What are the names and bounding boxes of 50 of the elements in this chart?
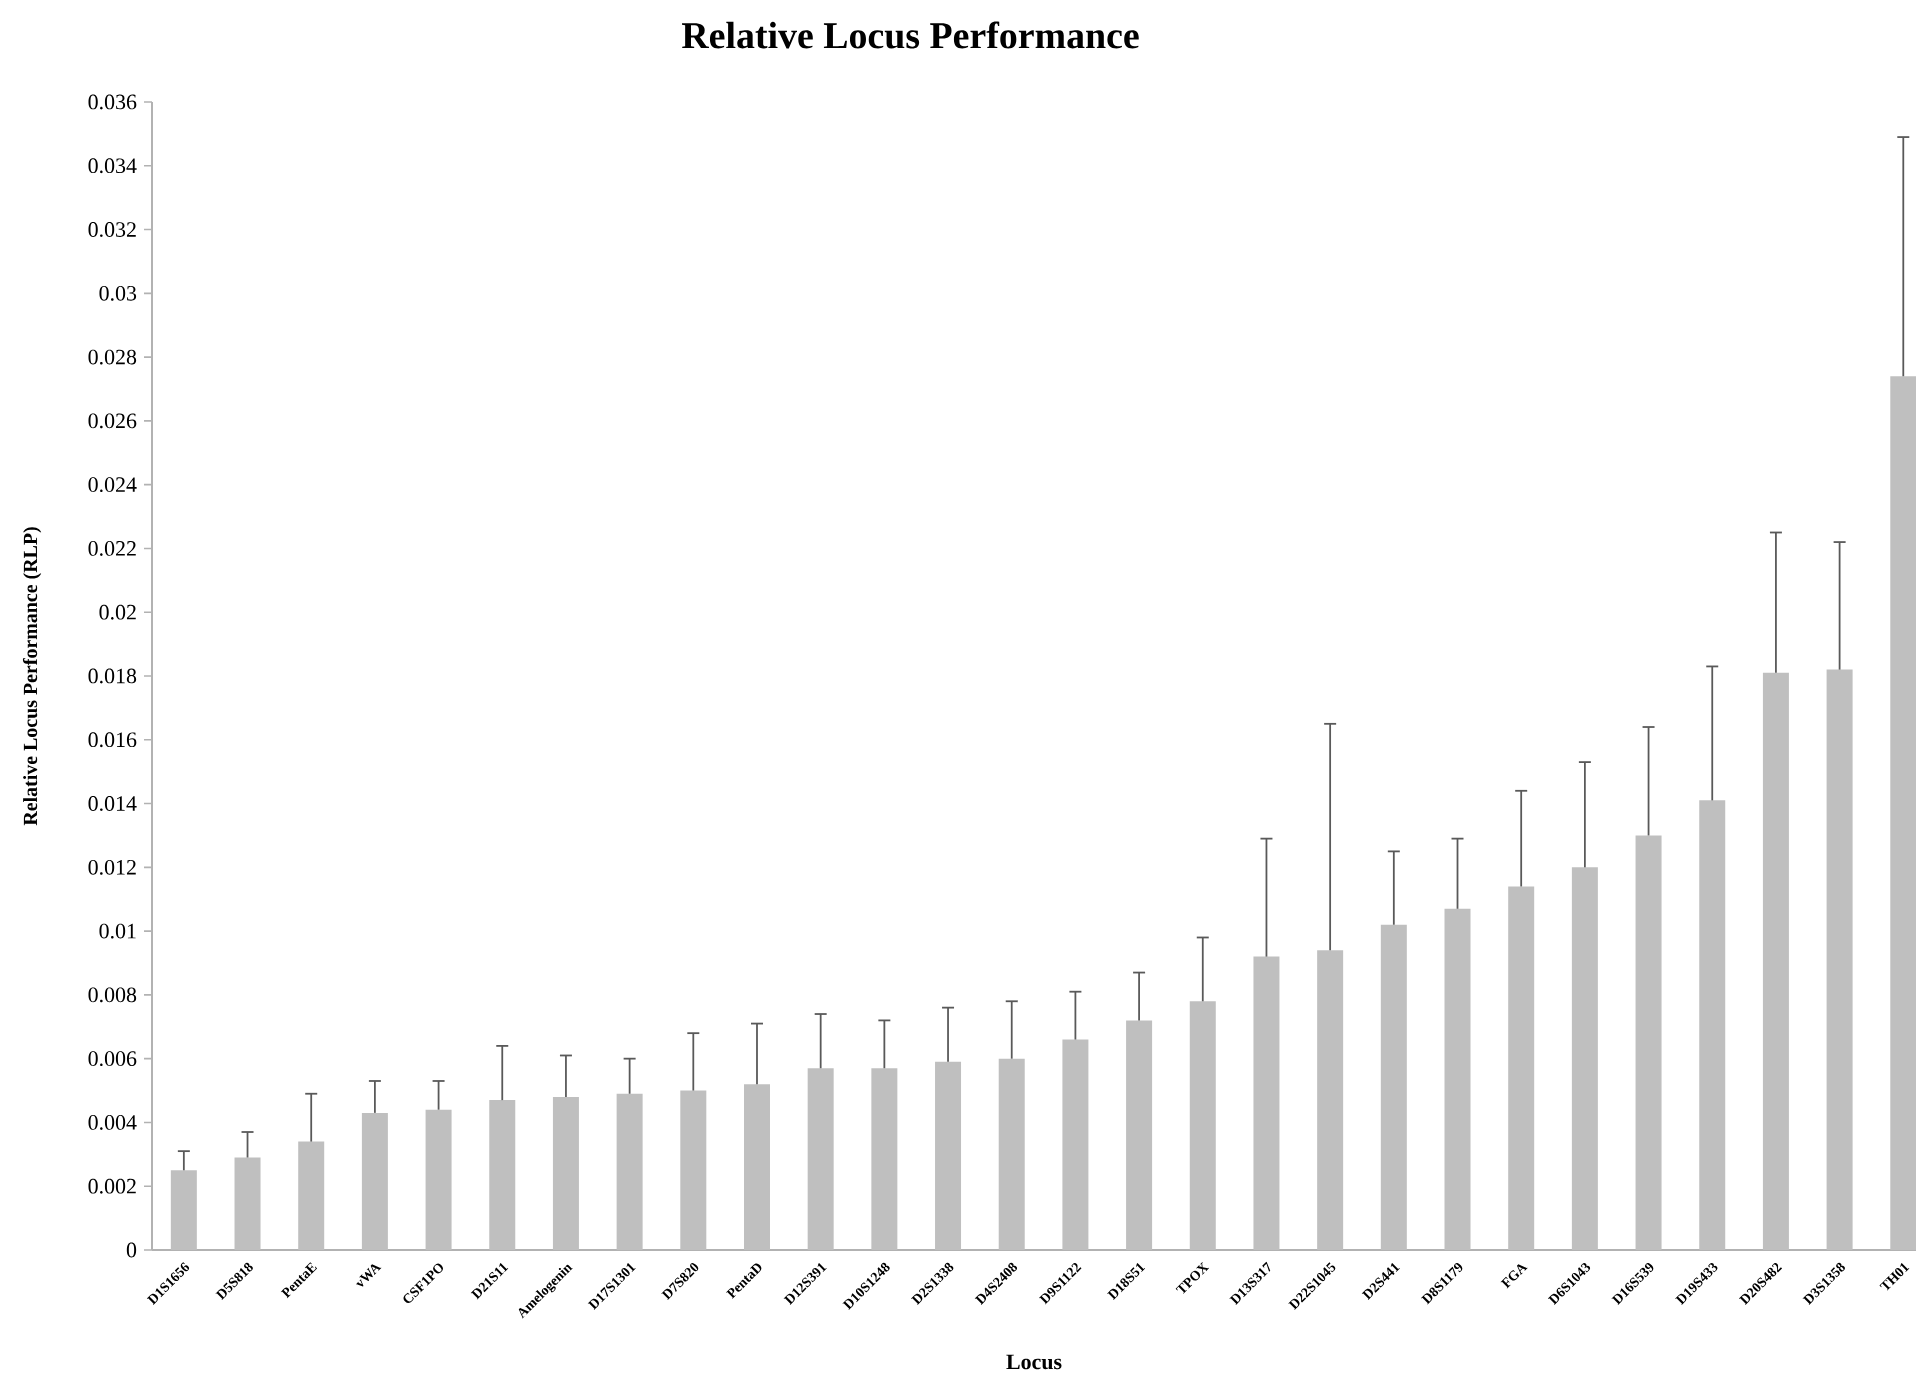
bar — [1253, 956, 1280, 1250]
y-tick-label: 0 — [126, 1242, 137, 1258]
bar — [1508, 886, 1535, 1250]
bar — [1890, 376, 1916, 1250]
y-tick-label: 0.016 — [88, 732, 137, 748]
y-tick-label: 0.036 — [88, 94, 137, 110]
bar — [489, 1100, 516, 1250]
y-tick-label: 0.034 — [88, 158, 137, 174]
y-tick-label: 0.004 — [88, 1115, 137, 1130]
y-tick-label: 0.028 — [88, 349, 137, 365]
bar — [1826, 669, 1853, 1250]
bar — [680, 1090, 707, 1250]
bar — [1380, 924, 1407, 1250]
bar — [1571, 867, 1598, 1250]
bar — [1699, 800, 1726, 1250]
y-tick-label: 0.012 — [88, 859, 136, 875]
y-tick-label: 0.024 — [88, 477, 137, 493]
bar — [743, 1084, 770, 1250]
bar — [361, 1112, 388, 1250]
bar — [234, 1157, 261, 1250]
bar — [552, 1096, 579, 1250]
y-tick-label: 0.006 — [88, 1051, 137, 1067]
bar — [298, 1141, 325, 1250]
y-tick-label: 0.002 — [88, 1178, 136, 1194]
y-tick-label: 0.026 — [88, 413, 137, 429]
bar — [1317, 950, 1344, 1250]
chart-title: Relative Locus Performance — [682, 21, 1139, 49]
bar — [425, 1109, 452, 1250]
bar — [170, 1170, 197, 1250]
bar — [871, 1068, 898, 1250]
bar — [1189, 1001, 1216, 1250]
bar — [935, 1061, 962, 1250]
bar — [807, 1068, 834, 1250]
bar — [1762, 672, 1789, 1250]
bar — [1062, 1039, 1089, 1250]
y-tick-label: 0.022 — [88, 541, 136, 556]
bar — [616, 1093, 643, 1250]
bar — [998, 1058, 1025, 1250]
bar — [1635, 835, 1662, 1250]
y-tick-label: 0.02 — [99, 604, 136, 620]
y-tick-label: 0.018 — [88, 668, 137, 684]
bar — [1444, 908, 1471, 1250]
y-axis-title: Relative Locus Performance (RLP) — [22, 527, 42, 826]
bar — [1126, 1020, 1153, 1250]
x-axis-title: Locus — [1006, 1354, 1062, 1370]
y-tick-label: 0.014 — [88, 796, 137, 811]
y-tick-label: 0.008 — [88, 987, 137, 1003]
y-tick-label: 0.03 — [99, 285, 137, 301]
y-tick-label: 0.01 — [99, 923, 136, 939]
y-tick-label: 0.032 — [88, 222, 136, 237]
